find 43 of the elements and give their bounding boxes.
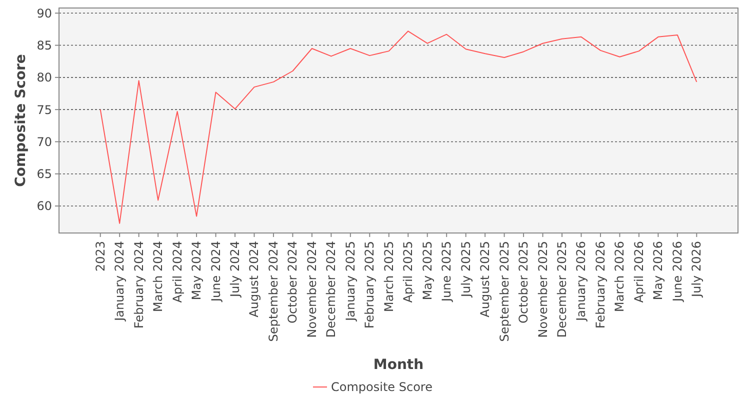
y-tick-label: 80 xyxy=(36,70,52,85)
y-tick-label: 75 xyxy=(36,102,52,117)
x-tick-label: November 2024 xyxy=(304,241,319,338)
x-tick-label: February 2026 xyxy=(593,241,608,329)
x-tick-label: February 2024 xyxy=(132,241,146,329)
x-axis-title: Month xyxy=(373,357,424,373)
x-tick-label: January 2026 xyxy=(574,241,588,322)
x-tick-label: February 2025 xyxy=(362,241,377,329)
x-tick-label: June 2025 xyxy=(440,241,454,302)
x-tick-label: December 2025 xyxy=(555,241,569,338)
y-tick-label: 65 xyxy=(36,167,52,182)
line-series xyxy=(100,30,698,224)
x-tick-label: May 2026 xyxy=(651,241,666,300)
x-tick-label: May 2025 xyxy=(420,241,434,300)
x-tick-label: July 2026 xyxy=(690,241,704,298)
x-tick-label: December 2024 xyxy=(324,241,338,338)
x-tick-label: April 2024 xyxy=(170,241,184,303)
x-tick-label: March 2025 xyxy=(382,241,396,312)
x-tick-label: June 2026 xyxy=(670,241,684,302)
x-tick-label: October 2025 xyxy=(516,241,531,324)
x-tick-label: September 2024 xyxy=(266,241,280,342)
legend-label: Composite Score xyxy=(331,380,432,394)
y-tick-label: 60 xyxy=(36,199,52,214)
x-tick-label: November 2025 xyxy=(536,241,550,338)
x-tick-label: July 2024 xyxy=(228,241,242,298)
x-tick-label: April 2026 xyxy=(632,241,646,303)
x-tick-label: 2023 xyxy=(93,241,108,272)
x-tick-label: April 2025 xyxy=(401,241,416,303)
y-tick-label: 70 xyxy=(36,134,52,149)
x-tick-label: July 2025 xyxy=(458,241,473,298)
x-tick-label: January 2025 xyxy=(343,241,358,322)
y-tick-label: 90 xyxy=(36,6,52,20)
x-tick-label: September 2025 xyxy=(497,241,512,342)
x-tick-label: August 2025 xyxy=(478,241,492,318)
x-tick-label: March 2026 xyxy=(612,241,627,312)
x-tick-label: May 2024 xyxy=(190,241,204,300)
x-tick-label: March 2024 xyxy=(151,241,166,312)
y-tick-label: 85 xyxy=(36,38,52,52)
x-tick-label: August 2024 xyxy=(247,241,262,318)
y-axis-title: Composite Score xyxy=(13,54,29,187)
x-tick-label: June 2024 xyxy=(208,241,223,302)
x-tick-label: January 2024 xyxy=(112,241,127,322)
x-tick-label: October 2024 xyxy=(286,241,300,324)
